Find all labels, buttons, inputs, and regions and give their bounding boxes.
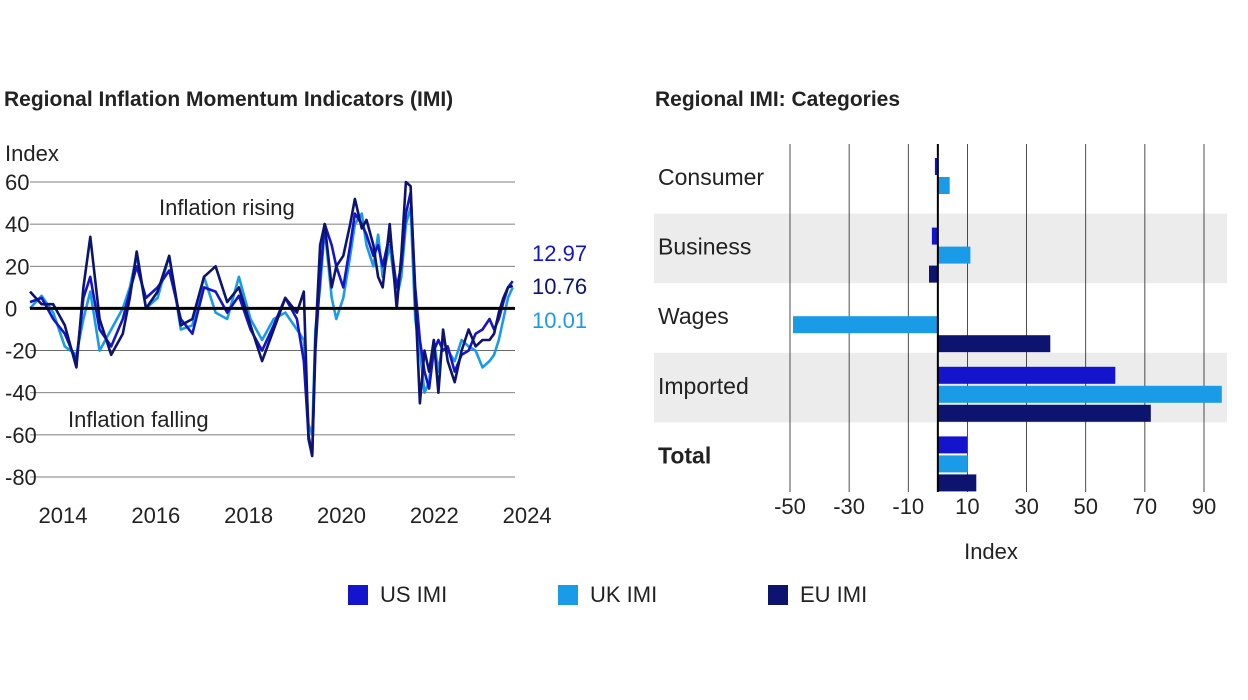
bar-x-tick-label: 50 (1073, 494, 1097, 519)
legend-label-eu: EU IMI (800, 582, 868, 607)
bar-us (934, 158, 938, 175)
legend-swatch-eu (768, 585, 788, 605)
bar-eu (937, 335, 1051, 353)
end-value-label-eu: 10.76 (532, 274, 587, 299)
bar-us (937, 436, 968, 454)
bar-category-label: Total (658, 442, 711, 468)
line-y-tick-label: -20 (5, 339, 37, 364)
line-y-tick-label: -60 (5, 423, 37, 448)
line-x-tick-label: 2024 (503, 503, 552, 528)
end-value-label-us: 12.97 (532, 241, 587, 266)
bar-eu (937, 404, 1151, 422)
legend-swatch-us (348, 585, 368, 605)
annotation-inflation-rising: Inflation rising (159, 195, 295, 220)
legend-item-us: US IMI (348, 582, 447, 608)
end-value-label-uk: 10.01 (532, 308, 587, 333)
line-x-tick-label: 2016 (131, 503, 180, 528)
line-x-tick-label: 2018 (224, 503, 273, 528)
line-y-tick-label: -80 (5, 465, 37, 490)
bar-uk (937, 177, 950, 194)
line-y-tick-label: 40 (5, 212, 29, 237)
bar-x-tick-label: 90 (1192, 494, 1216, 519)
bar-x-tick-label: -30 (833, 494, 865, 519)
legend-label-us: US IMI (380, 582, 448, 607)
bar-x-tick-label: 10 (955, 494, 979, 519)
annotation-inflation-falling: Inflation falling (68, 407, 209, 432)
bar-us (931, 227, 938, 245)
bar-uk (937, 455, 968, 473)
bar-category-label: Imported (658, 373, 749, 399)
bar-x-tick-label: 70 (1133, 494, 1157, 519)
bar-uk (937, 246, 971, 264)
bar-uk (793, 316, 938, 334)
line-y-tick-label: 60 (5, 170, 29, 195)
line-series-us (29, 191, 514, 458)
bar-category-label: Consumer (658, 164, 764, 190)
bar-us (937, 366, 1116, 384)
line-series-uk (29, 206, 514, 437)
line-series-eu (29, 180, 514, 458)
legend-item-eu: EU IMI (768, 582, 867, 608)
line-x-tick-label: 2020 (317, 503, 366, 528)
line-y-tick-label: 20 (5, 254, 29, 279)
line-x-tick-label: 2022 (410, 503, 459, 528)
bar-x-tick-label: -10 (892, 494, 924, 519)
bar-eu (929, 265, 938, 283)
line-y-axis-label: Index (5, 141, 59, 166)
legend: US IMI UK IMI EU IMI (0, 582, 1248, 612)
bar-eu (937, 474, 977, 492)
bar-x-axis-label: Index (964, 539, 1018, 564)
legend-swatch-uk (558, 585, 578, 605)
line-x-tick-label: 2014 (39, 503, 88, 528)
bar-chart-title: Regional IMI: Categories (655, 88, 901, 111)
bar-uk (937, 385, 1222, 403)
bar-x-tick-label: -50 (774, 494, 806, 519)
line-y-tick-label: -40 (5, 381, 37, 406)
bar-category-label: Business (658, 234, 751, 260)
legend-item-uk: UK IMI (558, 582, 657, 608)
line-chart-title: Regional Inflation Momentum Indicators (… (4, 88, 454, 111)
line-y-tick-label: 0 (5, 296, 17, 321)
legend-label-uk: UK IMI (590, 582, 658, 607)
bar-x-tick-label: 30 (1014, 494, 1038, 519)
bar-category-label: Wages (658, 303, 729, 329)
